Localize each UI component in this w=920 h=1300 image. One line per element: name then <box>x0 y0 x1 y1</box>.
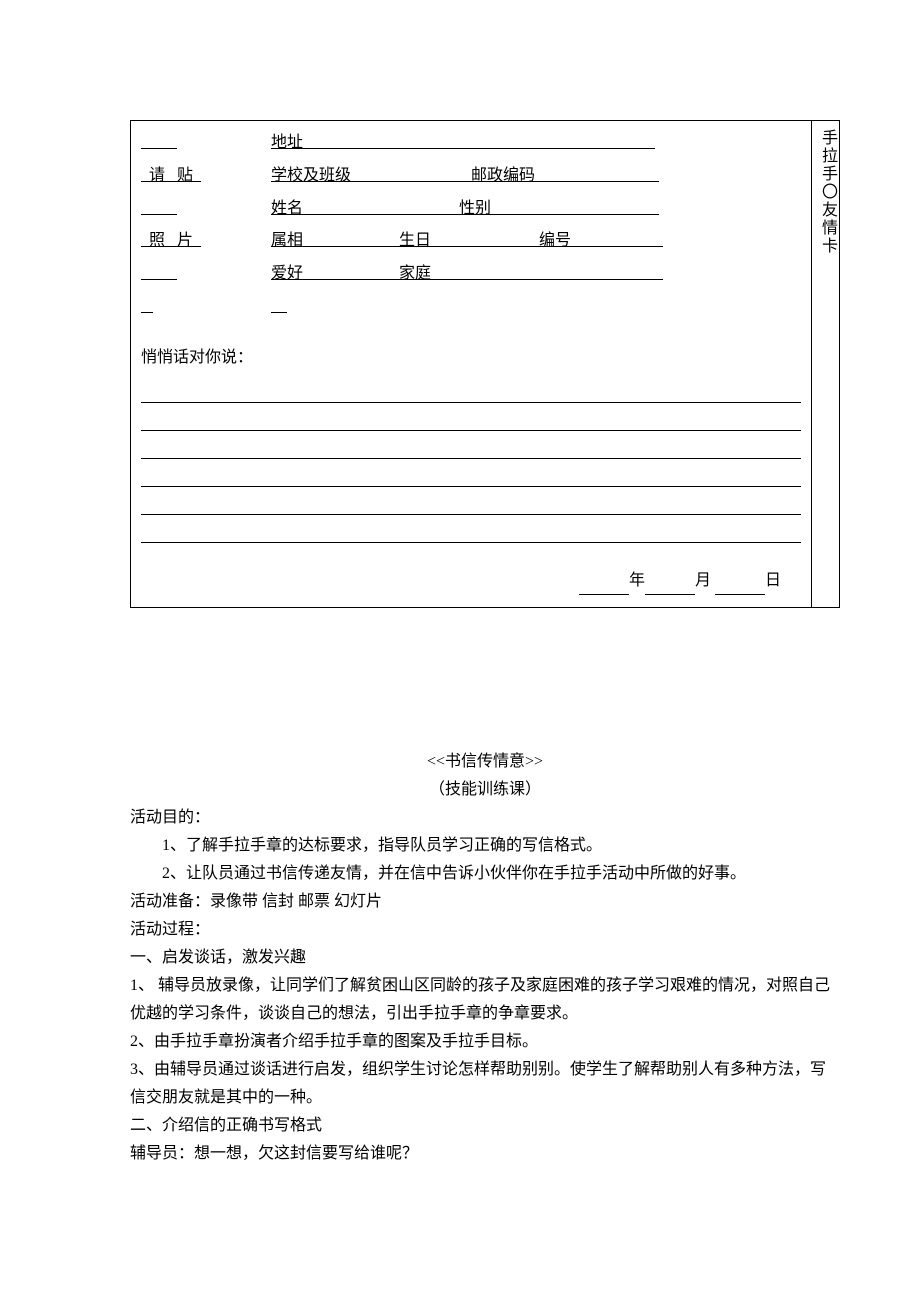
photo-line <box>141 260 263 289</box>
whisper-section: 悄悄话对你说： <box>141 344 801 543</box>
whisper-line <box>141 463 801 487</box>
field-blank <box>271 293 801 322</box>
purpose-1: 1、了解手拉手章的达标要求，指导队员学习正确的写信格式。 <box>130 832 840 860</box>
fields-column: 地址 学校及班级 邮政编码 姓名 <box>271 129 801 326</box>
doc-title: <<书信传情意>> <box>130 748 840 776</box>
date-line: 年月 日 <box>141 567 801 596</box>
whisper-line <box>141 407 801 431</box>
day-label: 日 <box>765 572 781 589</box>
heading-2: 二、介绍信的正确书写格式 <box>130 1112 840 1140</box>
whisper-line <box>141 379 801 403</box>
photo-line <box>141 129 263 158</box>
heading-1: 一、启发谈话，激发兴趣 <box>130 944 840 972</box>
photo-line <box>141 195 263 224</box>
photo-label-paste: 请 贴 <box>141 162 263 191</box>
purpose-2: 2、让队员通过书信传递友情，并在信中告诉小伙伴你在手拉手活动中所做的好事。 <box>130 860 840 888</box>
process-label: 活动过程： <box>130 916 840 944</box>
day-blank <box>715 575 765 595</box>
doc-subtitle: （技能训练课） <box>130 776 840 804</box>
whisper-label: 悄悄话对你说： <box>141 344 801 373</box>
form-area: 请 贴 照 片 地址 <box>141 129 801 326</box>
whisper-line <box>141 435 801 459</box>
photo-line <box>141 293 263 322</box>
photo-label-photo: 照 片 <box>141 227 263 256</box>
photo-placeholder: 请 贴 照 片 <box>141 129 271 326</box>
friendship-card: 请 贴 照 片 地址 <box>130 120 840 608</box>
whisper-line <box>141 519 801 543</box>
whisper-line <box>141 491 801 515</box>
para-2: 2、由手拉手章扮演者介绍手拉手章的图案及手拉手目标。 <box>130 1028 840 1056</box>
year-blank <box>579 575 629 595</box>
card-content: 请 贴 照 片 地址 <box>131 121 811 607</box>
lesson-document: <<书信传情意>> （技能训练课） 活动目的： 1、了解手拉手章的达标要求，指导… <box>130 748 840 1168</box>
field-address: 地址 <box>271 129 801 158</box>
purpose-label: 活动目的： <box>130 804 840 832</box>
para-3: 3、由辅导员通过谈话进行启发，组织学生讨论怎样帮助别别。使学生了解帮助别人有多种… <box>130 1056 840 1112</box>
month-label: 月 <box>695 572 711 589</box>
field-school-postal: 学校及班级 邮政编码 <box>271 162 801 191</box>
field-hobby-family: 爱好 家庭 <box>271 260 801 289</box>
prep: 活动准备：录像带 信封 邮票 幻灯片 <box>130 888 840 916</box>
month-blank <box>645 575 695 595</box>
year-label: 年 <box>629 572 645 589</box>
para-1: 1、 辅导员放录像，让同学们了解贫困山区同龄的孩子及家庭困难的孩子学习艰难的情况… <box>130 972 840 1028</box>
field-zodiac-birthday-no: 属相 生日 编号 <box>271 227 801 256</box>
field-name-gender: 姓名 性别 <box>271 195 801 224</box>
para-4: 辅导员：想一想，欠这封信要写给谁呢？ <box>130 1140 840 1168</box>
card-side-label: 手拉手〇友情卡 <box>811 121 839 607</box>
